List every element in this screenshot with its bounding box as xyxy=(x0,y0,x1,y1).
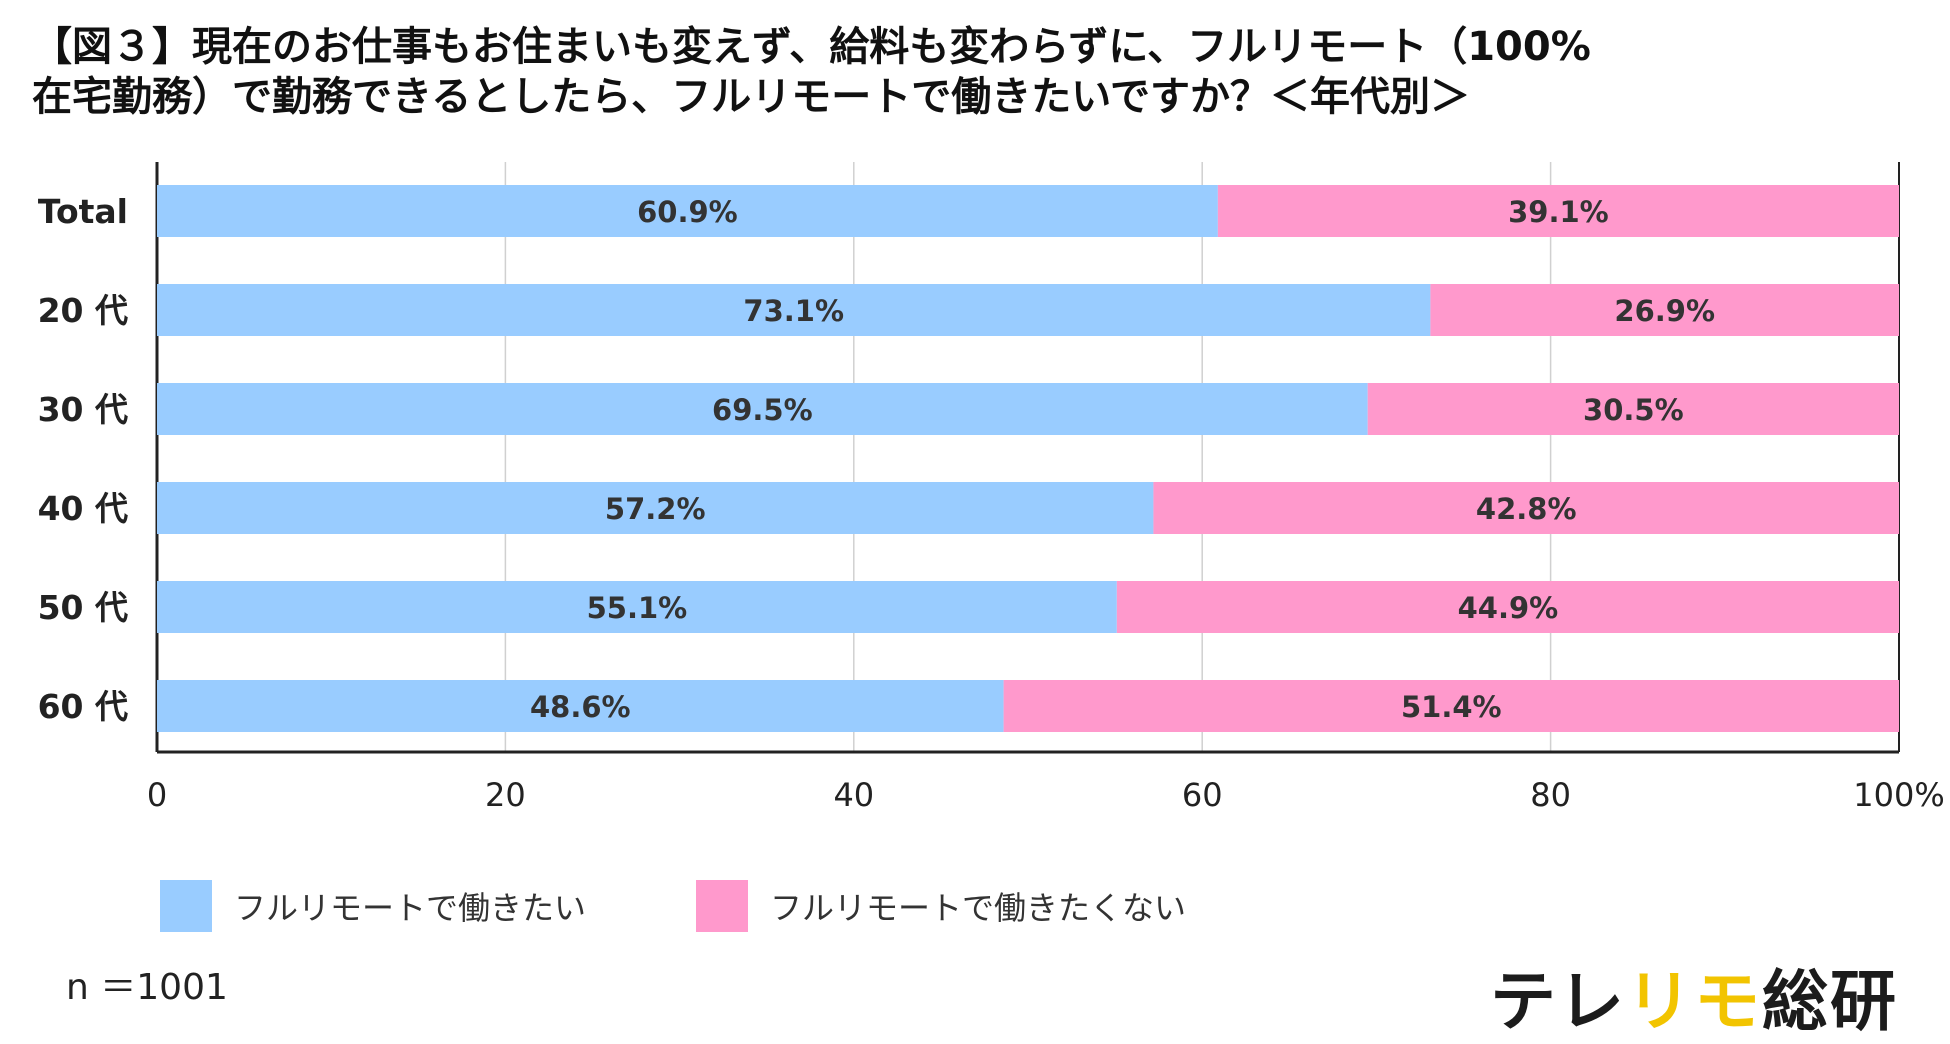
data-label: 44.9% xyxy=(1458,591,1559,625)
legend-item-not-want: フルリモートで働きたくない xyxy=(696,878,1186,934)
bar-segment xyxy=(1367,383,1899,435)
legend: フルリモートで働きたい フルリモートで働きたくない xyxy=(0,878,1950,938)
x-tick-label: 0 xyxy=(147,776,167,814)
x-tick-label: 60 xyxy=(1182,776,1223,814)
bar-segment xyxy=(157,482,1154,534)
logo-part-1: テレ xyxy=(1490,963,1626,1040)
bar-segment xyxy=(157,581,1117,633)
chart-title-line-2: 在宅勤務）で勤務できるとしたら、フルリモートで働きたいですか？＜年代別＞ xyxy=(32,74,1470,120)
data-label: 73.1% xyxy=(743,294,844,328)
category-label: Total xyxy=(38,192,128,231)
bar-segment xyxy=(157,680,1004,732)
bar-segment xyxy=(1153,482,1899,534)
data-label: 60.9% xyxy=(637,195,738,229)
bar-segment xyxy=(1116,581,1899,633)
chart-title-line-1: 【図３】現在のお仕事もお住まいも変えず、給料も変わらずに、フルリモート（100% xyxy=(32,24,1591,70)
stacked-bar-chart: 0 20 40 60 80 100% 60.9% 39.1% Total 73.1% 26.9% 20… xyxy=(38,162,1945,814)
x-tick-label: 40 xyxy=(833,776,874,814)
category-label: 30 代 xyxy=(38,390,128,429)
x-tick-label: 80 xyxy=(1530,776,1571,814)
legend-label-not-want: フルリモートで働きたくない xyxy=(770,889,1187,927)
data-label: 30.5% xyxy=(1583,393,1684,427)
data-label: 57.2% xyxy=(605,492,706,526)
bar-segment xyxy=(157,284,1431,336)
logo-part-3: 総研 xyxy=(1762,963,1898,1040)
bar-segment xyxy=(1003,680,1899,732)
category-label: 40 代 xyxy=(38,489,128,528)
bar-segment xyxy=(157,185,1218,237)
bar-segment xyxy=(1430,284,1899,336)
bar-segment xyxy=(1217,185,1899,237)
data-label: 42.8% xyxy=(1476,492,1577,526)
data-label: 55.1% xyxy=(587,591,688,625)
data-label: 48.6% xyxy=(530,690,631,724)
legend-swatch-not-want xyxy=(696,880,748,932)
brand-logo: テレリモ総研 xyxy=(1490,948,1898,1044)
category-label: 60 代 xyxy=(38,687,128,726)
chart-title: 【図３】現在のお仕事もお住まいも変えず、給料も変わらずに、フルリモート（100%… xyxy=(32,22,1912,122)
category-label: 20 代 xyxy=(38,291,128,330)
x-tick-label: 20 xyxy=(485,776,526,814)
sample-size-note: n ＝1001 xyxy=(66,967,228,1008)
legend-label-want: フルリモートで働きたい xyxy=(234,889,587,927)
data-label: 39.1% xyxy=(1508,195,1609,229)
bar-segment xyxy=(157,383,1368,435)
legend-swatch-want xyxy=(160,880,212,932)
logo-part-2: リモ xyxy=(1626,963,1762,1040)
data-label: 51.4% xyxy=(1401,690,1502,724)
category-label: 50 代 xyxy=(38,588,128,627)
legend-item-want: フルリモートで働きたい xyxy=(160,878,586,934)
x-tick-label: 100% xyxy=(1853,776,1944,814)
data-label: 26.9% xyxy=(1614,294,1715,328)
data-label: 69.5% xyxy=(712,393,813,427)
